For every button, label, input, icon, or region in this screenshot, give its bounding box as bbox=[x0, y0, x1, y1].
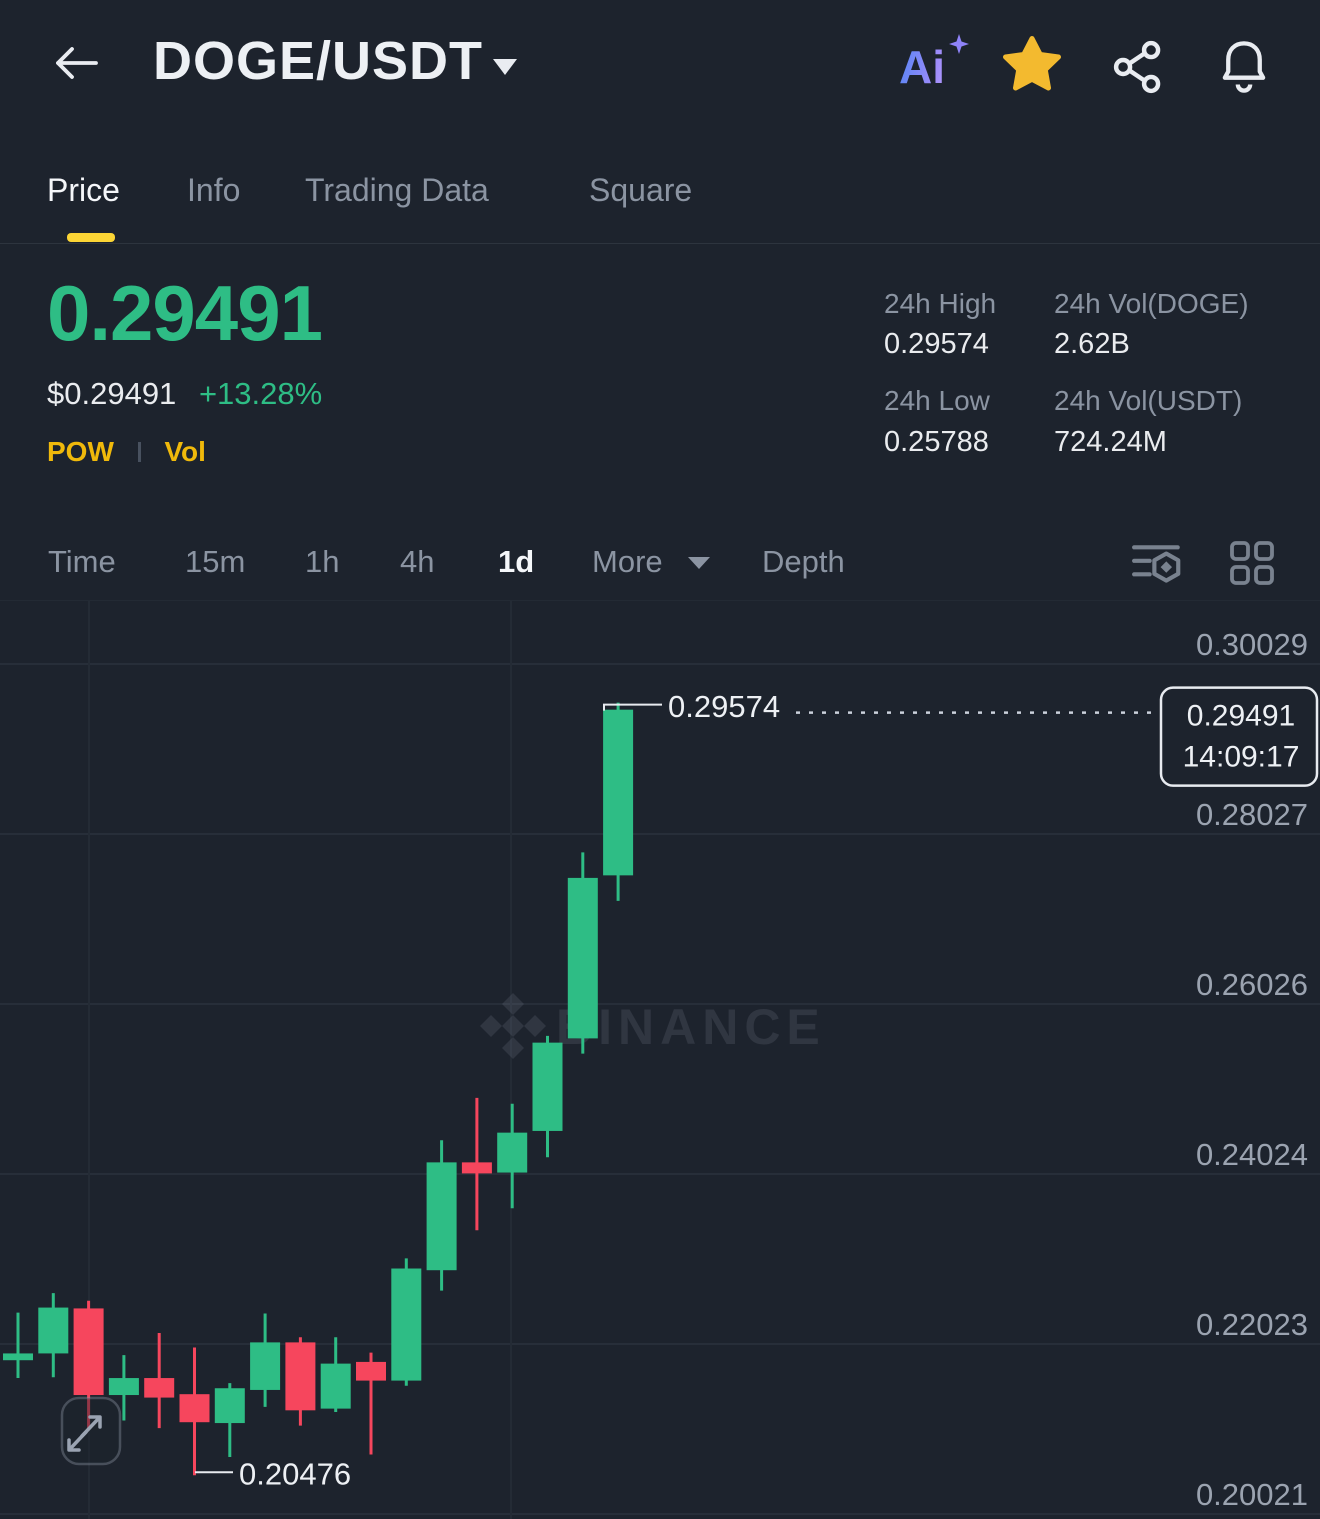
divider bbox=[137, 442, 141, 462]
candle-body bbox=[285, 1342, 316, 1411]
pair-title[interactable]: DOGE/USDT bbox=[153, 31, 484, 91]
candle-body bbox=[214, 1388, 245, 1424]
interval-15m[interactable]: 15m bbox=[185, 544, 246, 579]
binance-logo-icon bbox=[502, 1015, 524, 1037]
stat-24h-high-value: 0.29574 bbox=[884, 328, 989, 360]
tab-price[interactable]: Price bbox=[47, 172, 120, 208]
candle-body bbox=[73, 1308, 104, 1396]
divider bbox=[0, 243, 1320, 244]
chevron-down-icon bbox=[687, 557, 710, 569]
y-axis-label: 0.28027 bbox=[1196, 797, 1308, 832]
interval-4h[interactable]: 4h bbox=[400, 544, 435, 579]
stat-24h-low-value: 0.25788 bbox=[884, 426, 989, 458]
y-axis-label: 0.30029 bbox=[1196, 627, 1308, 662]
token-tags: POW Vol bbox=[47, 436, 206, 468]
candle-body bbox=[108, 1378, 139, 1396]
interval-depth[interactable]: Depth bbox=[762, 544, 845, 579]
stat-24h-vol-doge-label: 24h Vol(DOGE) bbox=[1054, 288, 1249, 319]
fiat-price: $0.29491 bbox=[47, 376, 177, 411]
candle-body bbox=[426, 1162, 457, 1271]
binance-logo-icon bbox=[480, 1015, 502, 1037]
expand-arrow-down-left-icon bbox=[68, 1430, 88, 1451]
candle-body bbox=[497, 1132, 528, 1173]
ai-assistant-button[interactable]: Ai bbox=[899, 34, 969, 96]
tag-pow[interactable]: POW bbox=[47, 436, 114, 467]
back-arrow-icon bbox=[56, 47, 98, 79]
y-axis-label: 0.22023 bbox=[1196, 1307, 1308, 1342]
tab-trading-data[interactable]: Trading Data bbox=[305, 172, 489, 208]
expand-arrow-up-right-head bbox=[88, 1415, 102, 1429]
candle-body bbox=[391, 1268, 422, 1381]
favorite-star-icon[interactable] bbox=[1001, 34, 1063, 94]
low-annotation-label: 0.20476 bbox=[239, 1456, 351, 1491]
expand-arrow-down-left-head bbox=[67, 1438, 81, 1452]
last-price-box-price: 0.29491 bbox=[1187, 700, 1295, 733]
binance-logo-icon bbox=[524, 1015, 546, 1037]
stat-24h-high-label: 24h High bbox=[884, 288, 997, 319]
stat-24h-vol-usdt-label: 24h Vol(USDT) bbox=[1054, 385, 1243, 416]
interval-bar: Time 15m 1h 4h 1d More Depth bbox=[0, 540, 1320, 598]
layout-grid-icon[interactable] bbox=[1229, 540, 1275, 586]
interval-time[interactable]: Time bbox=[48, 544, 116, 579]
candle-body bbox=[320, 1363, 351, 1409]
stat-24h-vol-usdt-value: 724.24M bbox=[1054, 426, 1167, 458]
interval-more[interactable]: More bbox=[592, 540, 711, 584]
tab-bar: Price Info Trading Data Square bbox=[0, 168, 1320, 244]
binance-logo-icon bbox=[502, 993, 524, 1015]
candle-body bbox=[250, 1342, 281, 1390]
notification-bell-icon[interactable] bbox=[1217, 37, 1271, 97]
candle-body bbox=[38, 1307, 69, 1354]
change-percent: +13.28% bbox=[198, 376, 323, 411]
indicator-settings-icon[interactable] bbox=[1131, 542, 1185, 588]
binance-watermark-text: BINANCE bbox=[556, 999, 826, 1055]
candlestick-chart-canvas[interactable]: 0.30029 0.28027 0.26026 0.24024 0.22023 0.200… bbox=[0, 601, 1320, 1519]
high-annotation-line bbox=[603, 703, 662, 711]
fiat-price-row: $0.29491 +13.28% bbox=[47, 376, 322, 412]
expand-chart-button[interactable] bbox=[60, 1396, 122, 1466]
stat-24h-low-label: 24h Low bbox=[884, 385, 990, 416]
candle-body bbox=[532, 1042, 563, 1131]
interval-1d[interactable]: 1d bbox=[498, 544, 535, 579]
sparkle-icon bbox=[949, 34, 969, 54]
tag-vol[interactable]: Vol bbox=[164, 436, 206, 467]
price-chart: 0.30029 0.28027 0.26026 0.24024 0.22023 0.200… bbox=[0, 600, 1320, 1519]
candle-body bbox=[356, 1361, 386, 1381]
stat-24h-vol-doge-value: 2.62B bbox=[1054, 328, 1130, 360]
interval-more-label: More bbox=[592, 544, 663, 579]
candle-body bbox=[567, 877, 598, 1039]
candle-body bbox=[179, 1394, 210, 1423]
last-price-box bbox=[1159, 686, 1319, 787]
pair-dropdown-caret-icon[interactable] bbox=[491, 57, 519, 79]
active-tab-underline bbox=[67, 233, 115, 242]
share-icon[interactable] bbox=[1112, 39, 1168, 95]
y-axis-label: 0.20021 bbox=[1196, 1477, 1308, 1512]
y-axis-label: 0.26026 bbox=[1196, 967, 1308, 1002]
tab-square[interactable]: Square bbox=[589, 172, 693, 208]
y-axis-label: 0.24024 bbox=[1196, 1137, 1308, 1172]
high-annotation-label: 0.29574 bbox=[668, 689, 780, 724]
interval-1h[interactable]: 1h bbox=[305, 544, 340, 579]
candle-body bbox=[144, 1378, 175, 1398]
last-price: 0.29491 bbox=[47, 269, 323, 357]
candle-body bbox=[3, 1353, 33, 1361]
binance-logo-icon bbox=[502, 1037, 524, 1059]
last-price-box-time: 14:09:17 bbox=[1183, 741, 1300, 774]
ai-icon: Ai bbox=[899, 41, 945, 93]
tab-info[interactable]: Info bbox=[187, 172, 241, 208]
candle-body bbox=[461, 1162, 492, 1174]
header: DOGE/USDT Ai bbox=[0, 0, 1320, 130]
candle-body bbox=[603, 709, 634, 876]
back-button[interactable] bbox=[50, 40, 100, 86]
